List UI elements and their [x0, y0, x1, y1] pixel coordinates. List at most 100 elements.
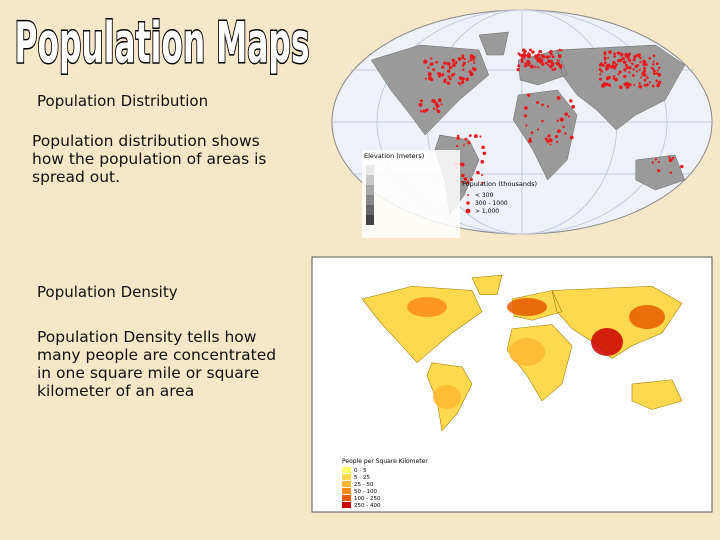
- population-dot: [526, 62, 531, 67]
- population-dot: [466, 181, 470, 185]
- population-dot: [668, 158, 673, 163]
- population-dot: [531, 50, 535, 54]
- population-dot: [419, 99, 423, 103]
- population-dot: [464, 137, 468, 141]
- population-dot: [626, 56, 630, 60]
- population-dot: [619, 52, 624, 57]
- population-dot: [628, 71, 631, 74]
- population-dot: [612, 77, 616, 80]
- population-dot: [648, 57, 652, 60]
- population-dot: [461, 54, 465, 58]
- population-dot: [633, 55, 637, 59]
- population-dot: [562, 125, 565, 128]
- population-dot: [448, 62, 451, 65]
- population-dot: [537, 57, 541, 61]
- population-dot: [516, 67, 520, 72]
- population-dot: [437, 98, 442, 103]
- population-dot: [656, 83, 660, 88]
- population-dot: [618, 70, 622, 74]
- legend-label: > 1,000: [475, 208, 499, 215]
- population-dot: [440, 103, 443, 106]
- population-dot: [476, 170, 479, 174]
- population-dot: [618, 51, 621, 55]
- population-dot: [605, 76, 610, 81]
- population-dot: [658, 74, 661, 77]
- population-dot: [569, 99, 573, 103]
- population-dot: [655, 72, 659, 75]
- population-dot: [623, 68, 627, 72]
- population-dot: [549, 143, 552, 146]
- legend-label: 50 - 100: [354, 489, 377, 495]
- population-dot: [422, 109, 427, 113]
- population-dot: [652, 54, 656, 58]
- population-dot: [638, 82, 641, 85]
- population-dot: [482, 151, 487, 156]
- population-dot: [462, 144, 465, 147]
- population-dot: [617, 59, 621, 63]
- population-dot: [600, 70, 604, 73]
- population-dot: [461, 173, 465, 178]
- population-dot: [612, 60, 616, 65]
- population-dot: [432, 107, 435, 110]
- population-dot: [465, 77, 470, 82]
- population-dot: [435, 61, 439, 64]
- population-dot: [605, 67, 608, 71]
- population-dot: [523, 114, 527, 118]
- population-dot: [551, 68, 554, 71]
- population-dot: [560, 49, 563, 52]
- population-dot: [680, 164, 684, 169]
- population-dot: [633, 83, 636, 86]
- population-dot: [624, 64, 628, 68]
- population-dot: [550, 62, 555, 67]
- population-dot: [557, 129, 561, 134]
- population-dot: [601, 63, 605, 67]
- population-dot: [657, 160, 660, 164]
- population-dot: [481, 145, 485, 150]
- population-dot: [469, 178, 473, 181]
- population-dot: [668, 155, 671, 159]
- population-dot: [419, 110, 423, 113]
- population-dot: [524, 62, 528, 65]
- population-dot: [541, 62, 545, 66]
- population-dot: [538, 50, 541, 53]
- population-dot: [541, 119, 544, 123]
- population-dot: [557, 54, 562, 58]
- population-dot: [547, 60, 550, 63]
- population-dot: [556, 59, 560, 62]
- legend-label: 250 - 400: [354, 503, 381, 509]
- population-dot: [547, 64, 550, 67]
- population-dot: [521, 58, 524, 61]
- population-dot: [446, 81, 451, 86]
- population-dot: [623, 82, 627, 86]
- population-dot: [653, 72, 656, 75]
- distribution-map: Elevation (meters) Population (thousands…: [331, 9, 713, 238]
- population-dot: [548, 55, 551, 58]
- population-dot: [443, 78, 447, 82]
- population-dot: [642, 62, 647, 67]
- population-dot: [627, 58, 632, 62]
- population-dot: [632, 58, 636, 62]
- population-dot: [550, 52, 553, 56]
- population-dot: [437, 72, 442, 76]
- population-dot: [457, 57, 462, 61]
- population-dot: [463, 177, 468, 181]
- population-dot: [463, 57, 467, 61]
- population-dot: [431, 99, 435, 103]
- population-dot: [607, 56, 610, 59]
- population-dot: [524, 50, 527, 53]
- population-dot: [536, 100, 539, 104]
- population-dot: [612, 65, 615, 68]
- population-dot: [598, 63, 603, 67]
- population-dot: [467, 141, 471, 145]
- legend-swatch: [342, 474, 351, 480]
- population-dot: [461, 64, 465, 67]
- slide-title: Population Maps: [15, 11, 310, 76]
- population-dot: [646, 76, 649, 79]
- population-dot: [529, 64, 534, 69]
- population-dot: [523, 54, 527, 58]
- population-dot: [627, 52, 631, 56]
- population-dot: [447, 75, 451, 79]
- population-dot: [657, 169, 661, 173]
- population-dot: [603, 56, 607, 60]
